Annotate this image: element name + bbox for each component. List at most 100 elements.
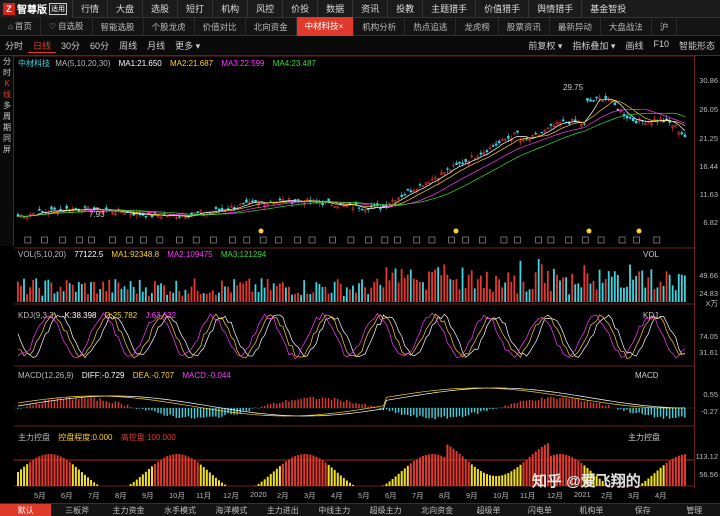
period-button[interactable]: 30分 <box>61 40 81 51</box>
scheme-button[interactable]: 机构单 <box>579 505 604 515</box>
side-switch[interactable]: 多 <box>3 101 11 110</box>
volume-bar <box>29 287 31 302</box>
ctrl-bar <box>129 484 132 486</box>
period-button[interactable]: 日线 <box>28 39 57 53</box>
menu-item[interactable]: 资讯 <box>352 0 387 18</box>
period-button[interactable]: 周线 <box>119 40 138 51</box>
volume-bar <box>677 273 680 302</box>
tab-item[interactable]: 个股龙虎 <box>144 17 195 36</box>
ctrl-bar <box>403 468 406 486</box>
tab-item[interactable]: 中材科技 × <box>296 17 355 36</box>
tab-item[interactable]: 热点追逃 <box>405 17 457 36</box>
tab-item[interactable]: 最新异动 <box>550 17 601 36</box>
macd-bar <box>242 408 244 411</box>
macd-bar <box>276 403 278 408</box>
ctrl-bar <box>318 458 321 486</box>
toolbar-button[interactable]: 指标叠加 ▾ <box>572 41 616 51</box>
macd-tag[interactable]: MACD <box>635 371 659 380</box>
side-switch[interactable]: 同 <box>3 134 11 143</box>
tab-item[interactable]: 沪 <box>652 17 678 36</box>
volume-bar <box>312 292 315 302</box>
scheme-button[interactable]: 三板斧 <box>65 505 90 515</box>
side-switch[interactable]: 线 <box>3 90 11 99</box>
ctrl-bar <box>59 456 62 486</box>
menu-item[interactable]: 风控 <box>247 0 282 18</box>
side-switch[interactable]: 时 <box>3 68 11 77</box>
event-marker <box>462 236 469 244</box>
candle-body <box>485 150 489 153</box>
side-switch[interactable]: K <box>4 79 10 88</box>
tab-item[interactable]: 龙虎榜 <box>456 17 499 36</box>
candle-body <box>77 210 81 212</box>
volume-bar <box>580 287 583 302</box>
menu-item[interactable]: 基金智投 <box>581 0 634 18</box>
candle-body <box>388 202 391 205</box>
scheme-button[interactable]: 主力资金 <box>112 505 145 515</box>
ctrl-tag[interactable]: 主力控盘 <box>628 433 660 442</box>
tab-item[interactable]: 股票资讯 <box>499 17 550 36</box>
period-button[interactable]: 60分 <box>90 40 110 51</box>
side-switch[interactable]: 屏 <box>3 145 11 154</box>
tab-item[interactable]: 北向资金 <box>246 17 297 36</box>
period-button[interactable]: 月线 <box>147 40 166 51</box>
side-switch[interactable]: 周 <box>3 112 11 121</box>
event-marker <box>413 236 421 244</box>
scheme-button[interactable]: 默认 <box>0 503 52 516</box>
ctrl-bar <box>214 477 217 486</box>
scheme-button[interactable]: 主力进出 <box>266 505 299 515</box>
scheme-button[interactable]: 水手模式 <box>163 505 196 515</box>
scheme-button[interactable]: 保存 <box>634 505 651 515</box>
macd-bar <box>413 408 415 416</box>
volume-bar <box>388 280 391 302</box>
menu-item[interactable]: 投教 <box>387 0 422 18</box>
period-button[interactable]: 分时 <box>5 40 24 51</box>
vol-tag[interactable]: VOL <box>643 250 660 259</box>
toolbar-button[interactable]: F10 <box>653 39 669 49</box>
close-icon[interactable]: × <box>338 22 344 31</box>
macd-bar <box>62 399 65 408</box>
menu-item[interactable]: 大盘 <box>107 0 142 18</box>
tab-item[interactable]: ♡ 自选股 <box>41 17 93 36</box>
ctrl-bar <box>659 467 662 486</box>
chart-area[interactable] <box>14 56 694 488</box>
side-switch[interactable]: 期 <box>3 123 11 132</box>
toolbar-button[interactable]: 前复权 ▾ <box>528 41 563 51</box>
menu-item[interactable]: 选股 <box>142 0 177 18</box>
menu-item[interactable]: 短打 <box>177 0 212 18</box>
scheme-button[interactable]: 中线主力 <box>318 505 351 515</box>
ctrl-bar <box>464 459 467 486</box>
toolbar-button[interactable]: 智能形态 <box>678 41 715 51</box>
period-button[interactable]: 更多 ▾ <box>175 40 201 51</box>
candle-body <box>592 100 595 102</box>
side-switch[interactable]: 分 <box>3 57 11 66</box>
kdj-tag[interactable]: KDJ <box>643 311 659 320</box>
scheme-button[interactable]: 北向资金 <box>421 505 454 515</box>
axis-tick: 21.25 <box>699 134 718 143</box>
tab-item[interactable]: 大盘战法 <box>601 17 652 36</box>
menu-item[interactable]: 价投 <box>282 0 317 18</box>
volume-bar <box>281 282 284 302</box>
toolbar-button[interactable]: 画线 <box>625 41 644 51</box>
scheme-button[interactable]: 闪电单 <box>527 505 552 515</box>
scheme-button[interactable]: 管理 <box>686 505 703 515</box>
tab-item[interactable]: ⌂ 首页 <box>0 17 41 36</box>
tab-item[interactable]: 机构分析 <box>354 17 406 36</box>
macd-bar <box>38 404 40 408</box>
candle-body <box>406 188 410 191</box>
menu-item[interactable]: 行情 <box>72 0 107 18</box>
ctrl-bar <box>656 470 659 486</box>
menu-item[interactable]: 舆情猎手 <box>528 0 581 18</box>
volume-bar <box>123 286 126 302</box>
volume-bar <box>568 294 571 302</box>
scheme-button[interactable]: 超级主力 <box>369 505 402 515</box>
scheme-button[interactable]: 超级单 <box>476 505 501 515</box>
menu-item[interactable]: 价值猎手 <box>475 0 528 18</box>
menu-item[interactable]: 主题猎手 <box>422 0 475 18</box>
tab-item[interactable]: 智能选股 <box>93 17 144 36</box>
menu-item[interactable]: 数据 <box>317 0 352 18</box>
candle-body <box>327 198 330 202</box>
scheme-button[interactable]: 海洋模式 <box>215 505 248 515</box>
tab-item[interactable]: 价值对比 <box>195 17 246 36</box>
volume-bar <box>117 282 120 302</box>
menu-item[interactable]: 机构 <box>212 0 247 18</box>
